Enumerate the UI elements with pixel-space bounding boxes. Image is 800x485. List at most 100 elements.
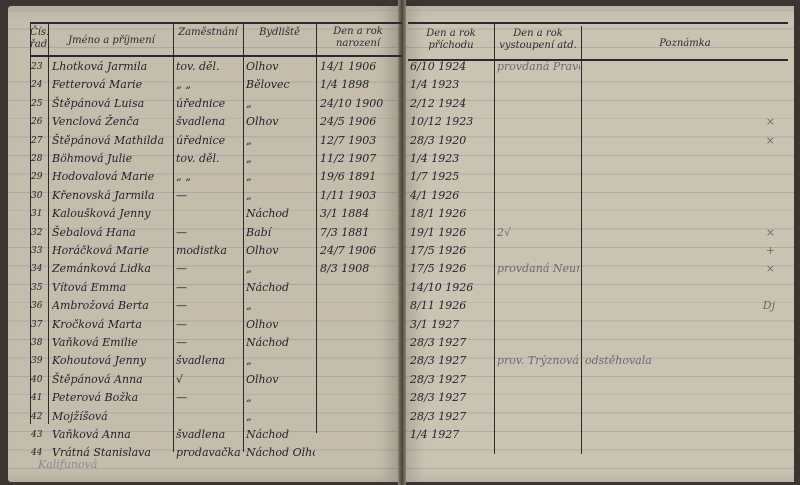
row-arrival: 18/1 1926: [410, 207, 467, 221]
row-name: Böhmová Julie: [52, 152, 133, 165]
header-birth: Den a rok narození: [333, 26, 383, 49]
row-occupation: —: [176, 188, 187, 202]
row-occupation: —: [176, 317, 187, 331]
row-no: 36: [31, 301, 43, 312]
row-departure: provdaná Neumannová: [497, 262, 580, 276]
row-arrival: 3/1 1927: [410, 317, 460, 331]
row-arrival: 1/4 1927: [410, 428, 460, 441]
row-residence: Olhov: [246, 244, 279, 257]
row-residence: „: [246, 152, 252, 165]
row-no: 25: [31, 98, 43, 109]
column-divider: [316, 217, 317, 433]
row-occupation: „ „: [176, 78, 191, 92]
header-departure: Den a rok vystoupení atd.: [499, 28, 577, 51]
row-arrival: 1/7 1925: [410, 170, 460, 184]
row-residence: Náchod: [246, 280, 290, 294]
row-occupation: modistka: [176, 244, 227, 257]
header-top-rule: [30, 22, 402, 24]
row-arrival: 14/10 1926: [410, 280, 474, 294]
row-arrival: 4/1 1926: [410, 188, 460, 202]
row-residence: Olhov: [246, 60, 279, 73]
row-name: Lhotková Jarmila: [52, 60, 148, 73]
row-residence: Náchod: [246, 336, 290, 349]
row-residence: „: [246, 170, 252, 184]
row-note: ×: [765, 262, 775, 276]
row-birth: 1/4 1898: [320, 78, 370, 92]
row-name: Hodovalová Marie: [52, 170, 155, 184]
row-occupation: —: [176, 299, 187, 313]
header-notes: Poznámka: [659, 38, 711, 49]
row-no: 31: [31, 209, 43, 220]
row-arrival: 8/11 1926: [410, 299, 467, 313]
row-arrival: 28/3 1927: [410, 336, 467, 349]
row-name: Šebalová Hana: [52, 225, 136, 239]
header-residence: Bydliště: [259, 27, 300, 38]
row-arrival: 19/1 1926: [410, 225, 467, 239]
row-arrival: 6/10 1924: [410, 60, 467, 73]
row-name: Vítová Emma: [52, 280, 127, 294]
header-occupation: Zaměstnání: [178, 27, 238, 38]
row-no: 32: [31, 227, 43, 238]
row-arrival: 28/3 1927: [410, 354, 467, 368]
row-name: Vaňková Anna: [52, 428, 131, 441]
row-occupation: švadlena: [176, 115, 226, 129]
row-name: Fetterová Marie: [52, 78, 143, 92]
row-departure: provdaná Pravcová: [497, 60, 580, 73]
row-no: 44: [31, 448, 43, 459]
column-divider: [243, 22, 244, 452]
column-divider: [316, 22, 317, 217]
row-no: 39: [31, 356, 43, 367]
row-birth: 19/6 1891: [320, 170, 377, 184]
row-arrival: 10/12 1923: [410, 115, 474, 129]
row-departure: prov. Trýznová: [497, 354, 579, 368]
row-residence: Olhov: [246, 372, 279, 386]
header-bottom-rule-right: [408, 59, 788, 61]
row-no: 37: [31, 319, 43, 330]
row-name: Mojžíšová: [52, 409, 108, 423]
row-residence: Olhov: [246, 115, 279, 129]
row-arrival: 17/5 1926: [410, 262, 467, 276]
row-no: 27: [31, 135, 43, 146]
row-occupation: tov. děl.: [176, 60, 220, 73]
row-no: 23: [31, 62, 43, 72]
row-note: ×: [765, 133, 775, 147]
row-name: Kročková Marta: [52, 317, 142, 331]
row-residence: „: [246, 391, 252, 405]
row-note: odstěhovala: [585, 354, 652, 368]
row-residence: „: [246, 96, 252, 110]
row-birth: 3/1 1884: [320, 207, 370, 221]
row-note: Dj: [762, 299, 775, 313]
row-departure: 2√: [497, 225, 512, 239]
row-name: Venclová Ženča: [52, 115, 140, 129]
row-name: Křenovská Jarmila: [52, 188, 155, 202]
row-no: 30: [31, 190, 43, 201]
row-occupation: švadlena: [176, 428, 226, 441]
row-residence: „: [246, 299, 252, 313]
row-residence: „: [246, 262, 252, 276]
row-name: Peterová Božka: [52, 391, 139, 405]
row-residence: „: [246, 354, 252, 368]
row-occupation: „ „: [176, 170, 191, 184]
row-no: 33: [31, 246, 43, 256]
row-no: 41: [31, 393, 43, 404]
row-birth: 24/10 1900: [320, 96, 384, 110]
row-occupation: —: [176, 225, 187, 239]
row-name: Štěpánová Mathilda: [52, 133, 165, 147]
row-birth: 8/3 1908: [320, 262, 370, 276]
header-number: Čís. řad.: [30, 27, 51, 50]
row-residence: Náchod Olhov: [246, 446, 315, 460]
row-arrival: 2/12 1924: [410, 96, 467, 110]
header-name: Jméno a příjmení: [68, 35, 155, 46]
row-birth: 12/7 1903: [320, 133, 377, 147]
row-arrival: 28/3 1927: [410, 409, 467, 423]
row-occupation: √: [176, 372, 184, 386]
row-occupation: tov. děl.: [176, 152, 220, 165]
row-no: 35: [31, 282, 43, 293]
row-arrival: 28/3 1927: [410, 391, 467, 405]
row-occupation: švadlena: [176, 354, 226, 368]
header-bottom-rule: [30, 55, 402, 57]
row-birth: 7/3 1881: [320, 225, 370, 239]
row-residence: Babí: [246, 225, 272, 239]
header-arrival: Den a rok příchodu: [426, 28, 476, 51]
row-no: 42: [31, 411, 43, 422]
